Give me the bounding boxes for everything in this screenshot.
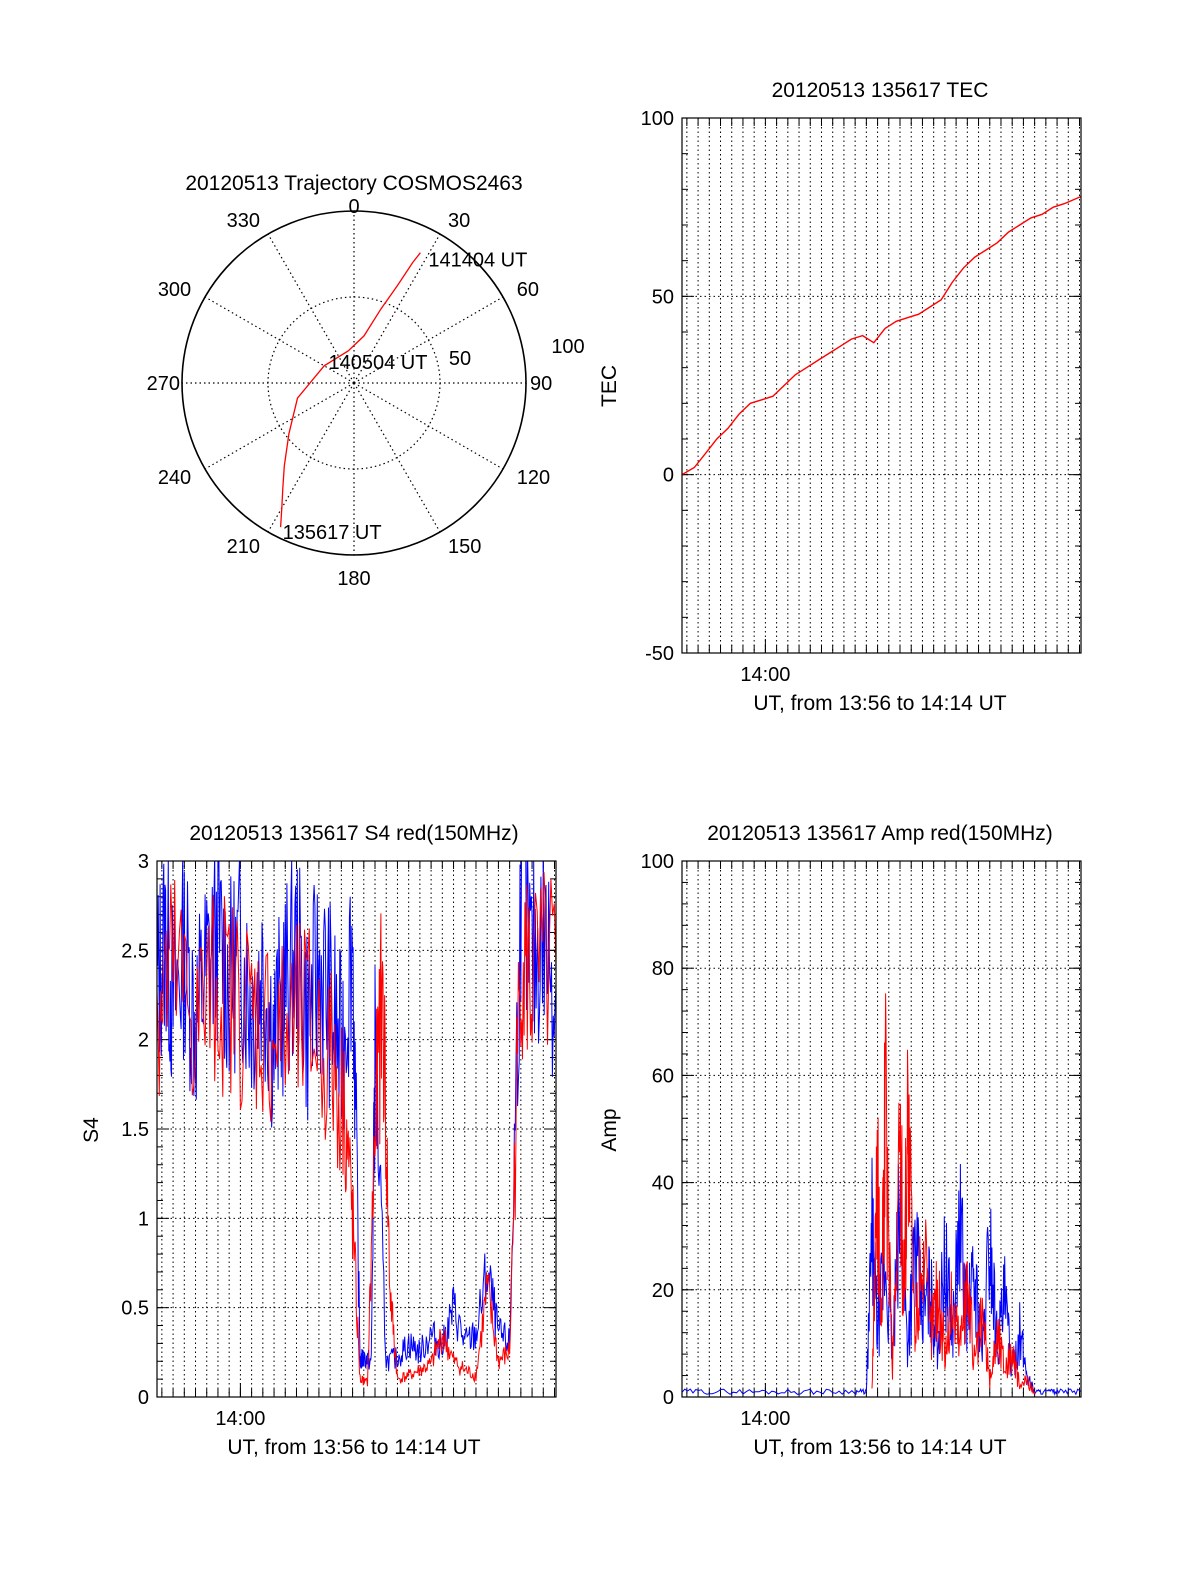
tec-chart: 20120513 135617 TEC UT, from 13:56 to 14… — [598, 79, 1082, 715]
series-line — [682, 195, 1081, 476]
tec-title: 20120513 135617 TEC — [772, 79, 989, 102]
polar-grid — [181, 210, 527, 556]
polar-spoke — [204, 382, 355, 470]
plot-frame — [681, 117, 1082, 654]
polar-azimuth-label: 270 — [147, 373, 180, 395]
polar-azimuth-label: 120 — [517, 467, 550, 489]
y-tick-label: 3 — [138, 851, 149, 873]
s4-xlabel: UT, from 13:56 to 14:14 UT — [227, 1436, 480, 1459]
y-tick-label: 100 — [641, 108, 674, 130]
amp-plot-area: 0 20 40 60 80 100 14:00 — [641, 851, 1082, 1430]
polar-azimuth-label: 240 — [158, 467, 191, 489]
tec-ylabel: TEC — [598, 365, 621, 407]
polar-azimuth-label: 30 — [448, 210, 470, 232]
y-tick-label: 0 — [663, 465, 674, 487]
y-tick-label: 1.5 — [121, 1119, 149, 1141]
series-line — [157, 861, 556, 1372]
amp-xlabel: UT, from 13:56 to 14:14 UT — [753, 1436, 1006, 1459]
polar-azimuth-label: 0 — [348, 196, 359, 218]
series-line — [871, 993, 1036, 1396]
y-tick-label: 0 — [138, 1387, 149, 1409]
y-tick-label: 2.5 — [121, 940, 149, 962]
polar-spoke — [353, 233, 441, 384]
polar-azimuth-label: 90 — [530, 373, 552, 395]
polar-azimuth-label: 210 — [227, 536, 260, 558]
trajectory-line — [279, 252, 421, 528]
trajectory-time-annotation: 135617 UT — [283, 522, 382, 544]
polar-spoke — [353, 296, 504, 384]
polar-spoke — [267, 382, 355, 533]
amp-chart: 20120513 135617 Amp red(150MHz) UT, from… — [598, 822, 1082, 1459]
polar-radial-label: 100 — [551, 336, 584, 358]
y-tick-label: 1 — [138, 1208, 149, 1230]
plot-frame — [156, 860, 557, 1398]
s4-ylabel: S4 — [80, 1117, 103, 1143]
polar-azimuth-label: 300 — [158, 279, 191, 301]
y-tick-label: 20 — [652, 1280, 674, 1302]
polar-spoke — [204, 296, 355, 384]
trajectory-polar-chart: 20120513 Trajectory COSMOS2463 0 30 60 90 12… — [147, 172, 585, 590]
x-tick-label: 14:00 — [740, 1408, 790, 1430]
polar-azimuth-label: 180 — [337, 568, 370, 590]
plot-frame — [681, 860, 1082, 1398]
y-tick-label: 50 — [652, 286, 674, 308]
polar-title: 20120513 Trajectory COSMOS2463 — [185, 172, 522, 195]
polar-azimuth-label: 150 — [448, 536, 481, 558]
y-tick-label: 0.5 — [121, 1298, 149, 1320]
amp-title: 20120513 135617 Amp red(150MHz) — [707, 822, 1053, 845]
y-tick-label: 100 — [641, 851, 674, 873]
y-tick-label: -50 — [645, 643, 674, 665]
trajectory-time-annotation: 140504 UT — [329, 352, 428, 374]
x-tick-label: 14:00 — [740, 664, 790, 686]
x-tick-label: 14:00 — [215, 1408, 265, 1430]
tec-plot-area: -50 0 50 100 14:00 — [641, 108, 1082, 686]
y-tick-label: 2 — [138, 1030, 149, 1052]
trajectory-annotations: 141404 UT 140504 UT 135617 UT — [283, 250, 528, 544]
polar-spoke — [353, 382, 441, 533]
series-line — [157, 872, 556, 1387]
polar-spoke — [353, 382, 504, 470]
trajectory-track — [279, 252, 421, 528]
polar-azimuth-label: 60 — [517, 279, 539, 301]
polar-spoke — [267, 233, 355, 384]
y-tick-label: 80 — [652, 958, 674, 980]
polar-azimuth-label: 330 — [227, 210, 260, 232]
s4-title: 20120513 135617 S4 red(150MHz) — [189, 822, 518, 845]
amp-ylabel: Amp — [598, 1108, 621, 1151]
polar-labels: 0 30 60 90 120 150 180 210 240 270 300 330 50 100 — [147, 196, 585, 590]
trajectory-time-annotation: 141404 UT — [428, 250, 527, 272]
y-tick-label: 40 — [652, 1173, 674, 1195]
s4-chart: 20120513 135617 S4 red(150MHz) UT, from … — [80, 822, 557, 1459]
tec-xlabel: UT, from 13:56 to 14:14 UT — [753, 692, 1006, 715]
y-tick-label: 0 — [663, 1387, 674, 1409]
y-tick-label: 60 — [652, 1065, 674, 1087]
s4-plot-area: 0 0.5 1 1.5 2 2.5 3 14:00 — [121, 851, 557, 1430]
polar-radial-label: 50 — [449, 348, 471, 370]
